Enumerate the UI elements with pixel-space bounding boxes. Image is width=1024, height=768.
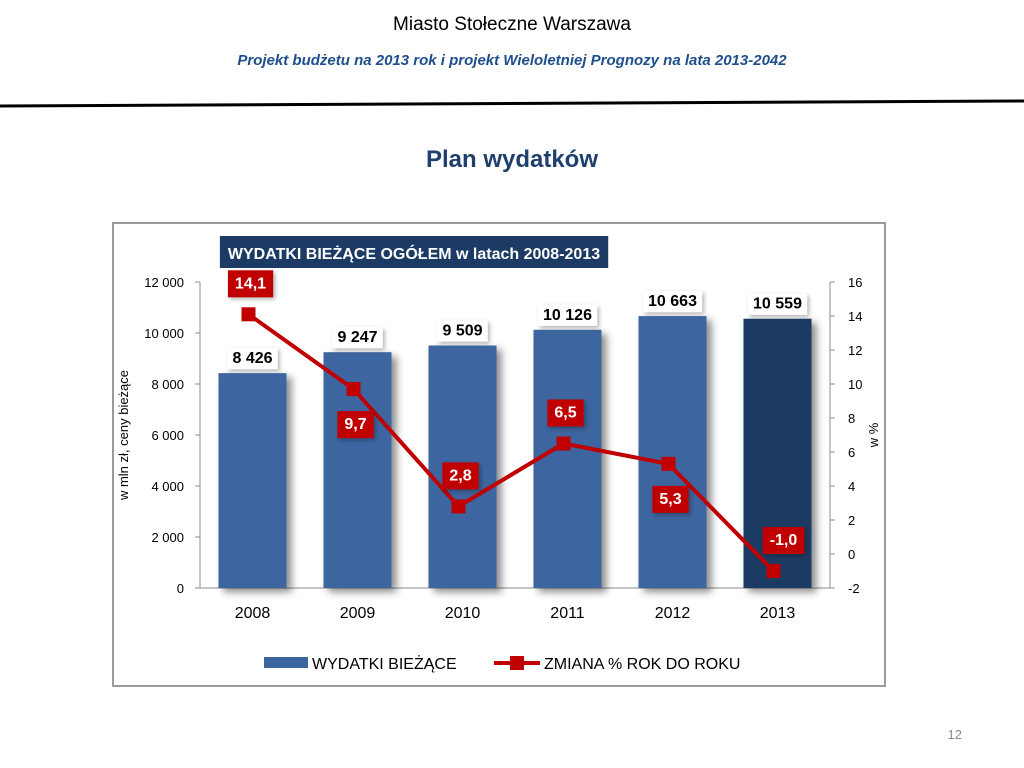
bar bbox=[533, 329, 602, 588]
bar-line-chart: WYDATKI BIEŻĄCE OGÓŁEM w latach 2008-201… bbox=[116, 236, 881, 673]
legend-label-line: ZMIANA % ROK DO ROKU bbox=[544, 656, 740, 673]
y2-tick-label: 4 bbox=[848, 479, 855, 494]
bar-value-label: 10 559 bbox=[753, 296, 802, 313]
y2-tick-label: 2 bbox=[848, 513, 855, 528]
y2-tick-label: 10 bbox=[848, 377, 862, 392]
change-value-label: 14,1 bbox=[235, 275, 266, 292]
y2-tick-label: 14 bbox=[848, 309, 862, 324]
change-value-label: -1,0 bbox=[770, 532, 798, 549]
bar-value-label: 8 426 bbox=[232, 350, 272, 367]
slide-title: Plan wydatków bbox=[425, 146, 599, 173]
y2-tick-label: 16 bbox=[848, 275, 862, 290]
change-value-label-bg bbox=[227, 270, 274, 298]
header-subtitle: Projekt budżetu na 2013 rok i projekt Wi… bbox=[237, 52, 787, 69]
x-tick-label: 2013 bbox=[760, 605, 796, 622]
x-tick-label: 2011 bbox=[550, 605, 585, 622]
change-value-label-bg bbox=[337, 411, 374, 439]
bar-value-label-bg bbox=[437, 320, 488, 342]
bar-value-label: 10 126 bbox=[543, 307, 592, 324]
x-tick-label: 2009 bbox=[340, 605, 376, 622]
change-marker bbox=[766, 564, 781, 578]
bar-value-label-bg bbox=[332, 327, 383, 349]
legend-swatch-bars bbox=[264, 657, 308, 668]
change-line bbox=[247, 312, 775, 573]
y-tick-label: 2 000 bbox=[151, 530, 184, 545]
bar bbox=[218, 373, 287, 588]
x-tick-label: 2010 bbox=[445, 605, 481, 622]
y-tick-label: 12 000 bbox=[144, 275, 184, 290]
y-tick-label: 4 000 bbox=[151, 479, 184, 494]
change-value-label: 2,8 bbox=[449, 467, 471, 484]
bar-value-label-bg bbox=[227, 348, 278, 370]
bar-value-label: 9 509 bbox=[442, 323, 482, 340]
bar-value-label-bg bbox=[643, 291, 703, 313]
bar-value-label-bg bbox=[748, 293, 808, 315]
x-tick-label: 2012 bbox=[655, 605, 691, 622]
x-tick-label: 2008 bbox=[235, 605, 271, 622]
y2-tick-label: -2 bbox=[848, 581, 860, 596]
chart-title: WYDATKI BIEŻĄCE OGÓŁEM w latach 2008-201… bbox=[228, 244, 600, 263]
bar-value-label-bg bbox=[538, 304, 598, 326]
y-tick-label: 0 bbox=[177, 581, 184, 596]
change-marker bbox=[241, 307, 256, 322]
change-marker bbox=[451, 499, 466, 514]
y2-tick-label: 8 bbox=[848, 411, 855, 426]
bar-value-label: 10 663 bbox=[648, 293, 697, 310]
change-value-label: 6,5 bbox=[554, 405, 576, 422]
change-value-label: 5,3 bbox=[659, 491, 681, 508]
page-number: 12 bbox=[947, 727, 962, 742]
bar-value-label: 9 247 bbox=[337, 329, 377, 346]
change-value-label-bg bbox=[762, 527, 805, 554]
change-marker bbox=[346, 382, 361, 397]
y-tick-label: 6 000 bbox=[151, 428, 184, 443]
y-tick-label: 8 000 bbox=[151, 377, 184, 392]
y-axis-title: w mln zł, ceny bieżące bbox=[116, 370, 131, 501]
y2-axis-title: w % bbox=[866, 422, 881, 448]
header-title: Miasto Stołeczne Warszawa bbox=[393, 14, 631, 35]
legend-label-bars: WYDATKI BIEŻĄCE bbox=[312, 654, 457, 673]
header-rule bbox=[0, 99, 1024, 108]
y2-tick-label: 0 bbox=[848, 547, 855, 562]
bar bbox=[638, 316, 707, 588]
change-value-label-bg bbox=[652, 485, 689, 513]
change-marker bbox=[661, 456, 676, 471]
legend-marker bbox=[510, 656, 524, 670]
y-tick-label: 10 000 bbox=[144, 326, 184, 341]
change-marker bbox=[556, 436, 571, 451]
y2-tick-label: 12 bbox=[848, 343, 862, 358]
change-value-label-bg bbox=[442, 462, 479, 490]
chart-title-box bbox=[219, 236, 609, 268]
change-value-label: 9,7 bbox=[344, 416, 366, 433]
change-value-label-bg bbox=[547, 399, 584, 427]
y2-tick-label: 6 bbox=[848, 445, 855, 460]
